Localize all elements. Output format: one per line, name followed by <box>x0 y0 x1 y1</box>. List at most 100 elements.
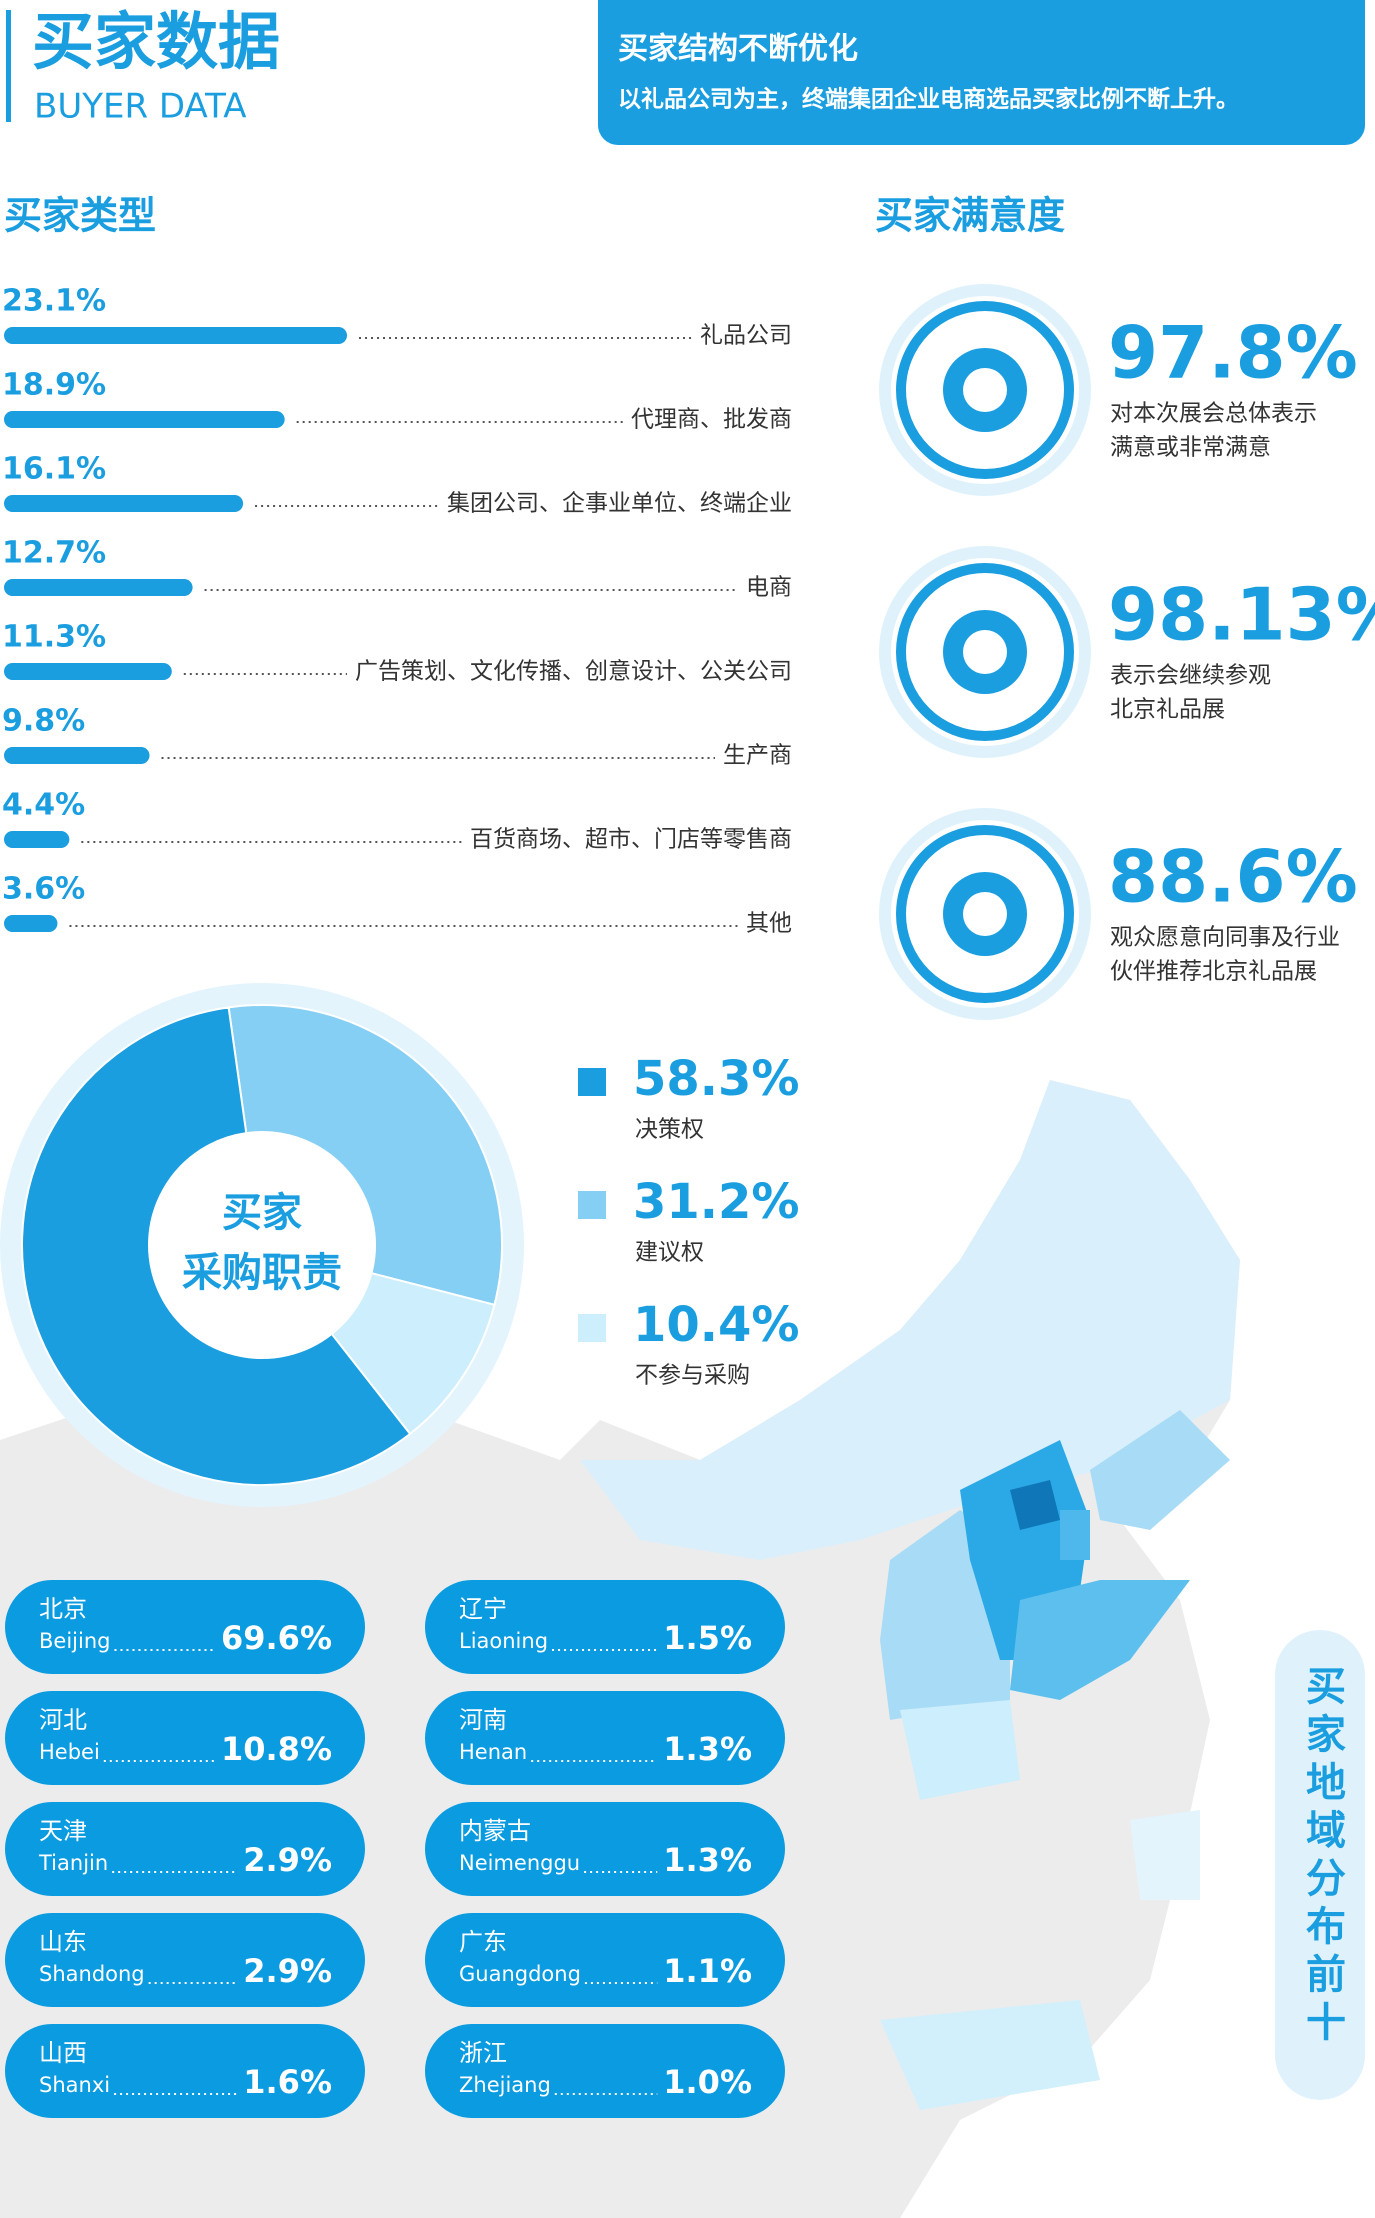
region-tag <box>1275 1630 1365 2100</box>
map-guangdong <box>880 2000 1100 2110</box>
ring <box>896 563 1074 741</box>
category-label: 生产商 <box>723 743 792 769</box>
stat-text: 表示会继续参观 <box>1110 663 1271 689</box>
stat-text: 观众愿意向同事及行业 <box>1110 925 1340 951</box>
value-label: 16.1% <box>2 452 106 487</box>
region-cn: 内蒙古 <box>459 1817 531 1845</box>
region-value: 1.6% <box>243 2063 332 2101</box>
region-cn: 河南 <box>459 1706 507 1734</box>
value-label: 18.9% <box>2 368 106 403</box>
stat-value: 88.6% <box>1108 835 1358 919</box>
region-value: 2.9% <box>243 1841 332 1879</box>
region-en: Tianjin <box>38 1851 108 1875</box>
region-value: 1.3% <box>663 1730 752 1768</box>
region-pill <box>425 1691 785 1785</box>
region-cn: 山西 <box>39 2039 87 2067</box>
region-en: Hebei <box>39 1740 100 1764</box>
value-label: 9.8% <box>2 704 85 739</box>
map-liaoning <box>1090 1410 1230 1530</box>
legend-label: 不参与采购 <box>635 1363 750 1389</box>
bar <box>4 411 285 428</box>
donut-hole <box>149 1132 375 1358</box>
region-value: 69.6% <box>221 1619 332 1657</box>
category-label: 其他 <box>746 911 792 937</box>
ring <box>896 825 1074 1003</box>
banner-text: 以礼品公司为主，终端集团企业电商选品买家比例不断上升。 <box>618 86 1239 113</box>
legend-swatch <box>578 1314 606 1342</box>
subtitle: BUYER DATA <box>34 87 246 127</box>
category-label: 代理商、批发商 <box>631 407 792 433</box>
map-henan <box>900 1700 1020 1800</box>
stat-text: 伙伴推荐北京礼品展 <box>1110 959 1317 985</box>
region-en: Liaoning <box>459 1629 548 1653</box>
title: 买家数据 <box>32 5 280 78</box>
value-label: 11.3% <box>2 620 106 655</box>
section-title: 买家满意度 <box>875 194 1065 238</box>
region-value: 1.0% <box>663 2063 752 2101</box>
value-label: 23.1% <box>2 284 106 319</box>
legend-swatch <box>578 1191 606 1219</box>
bar <box>4 663 172 680</box>
icon-face <box>963 892 1007 936</box>
value-label: 12.7% <box>2 536 106 571</box>
region-en: Zhejiang <box>459 2073 551 2097</box>
bar <box>4 579 193 596</box>
category-label: 电商 <box>746 575 792 601</box>
region-cn: 广东 <box>459 1928 507 1956</box>
stat-value: 98.13% <box>1108 573 1375 657</box>
region-cn: 天津 <box>39 1817 87 1845</box>
region-pill <box>5 1913 365 2007</box>
region-value: 2.9% <box>243 1952 332 1990</box>
category-label: 集团公司、企事业单位、终端企业 <box>447 491 792 517</box>
icon-face <box>963 368 1007 412</box>
region-cn: 河北 <box>39 1706 87 1734</box>
stat-text: 北京礼品展 <box>1110 697 1225 723</box>
legend-label: 建议权 <box>635 1240 704 1266</box>
ring-outer <box>879 284 1091 496</box>
legend-swatch <box>578 1068 606 1096</box>
banner <box>598 0 1365 145</box>
region-value: 1.5% <box>663 1619 752 1657</box>
donut-title: 采购职责 <box>182 1250 342 1296</box>
region-title: 买家地域分布前十 <box>1299 1665 1346 2049</box>
stat-text: 满意或非常满意 <box>1110 435 1271 461</box>
region-en: Beijing <box>39 1629 110 1653</box>
region-en: Neimenggu <box>459 1851 580 1875</box>
legend-value: 58.3% <box>633 1051 800 1107</box>
ring-outer <box>879 808 1091 1020</box>
stat-value: 97.8% <box>1108 311 1358 395</box>
region-cn: 山东 <box>39 1928 87 1956</box>
region-pill <box>425 1913 785 2007</box>
section-title: 买家类型 <box>4 194 156 238</box>
region-pill <box>5 1802 365 1896</box>
bar <box>4 915 58 932</box>
bar <box>4 495 244 512</box>
legend-label: 决策权 <box>635 1117 704 1143</box>
map-zhejiang <box>1130 1810 1200 1900</box>
region-en: Henan <box>459 1740 527 1764</box>
region-pill <box>425 2024 785 2118</box>
region-value: 1.3% <box>663 1841 752 1879</box>
region-en: Guangdong <box>459 1962 581 1986</box>
region-pill <box>5 2024 365 2118</box>
region-cn: 浙江 <box>459 2039 507 2067</box>
region-pill <box>425 1580 785 1674</box>
icon-face <box>963 630 1007 674</box>
donut-title: 买家 <box>222 1190 302 1236</box>
value-label: 4.4% <box>2 788 85 823</box>
title-bar <box>6 10 11 122</box>
legend-value: 31.2% <box>633 1174 800 1230</box>
region-cn: 北京 <box>39 1595 87 1623</box>
category-label: 百货商场、超市、门店等零售商 <box>470 827 792 853</box>
region-en: Shanxi <box>39 2073 110 2097</box>
bar <box>4 327 348 344</box>
map-beijing <box>1010 1480 1060 1530</box>
ring <box>896 301 1074 479</box>
region-cn: 辽宁 <box>459 1595 507 1623</box>
region-value: 1.1% <box>663 1952 752 1990</box>
category-label: 广告策划、文化传播、创意设计、公关公司 <box>355 659 792 685</box>
map-shandong <box>1010 1580 1190 1700</box>
region-pill <box>425 1802 785 1896</box>
